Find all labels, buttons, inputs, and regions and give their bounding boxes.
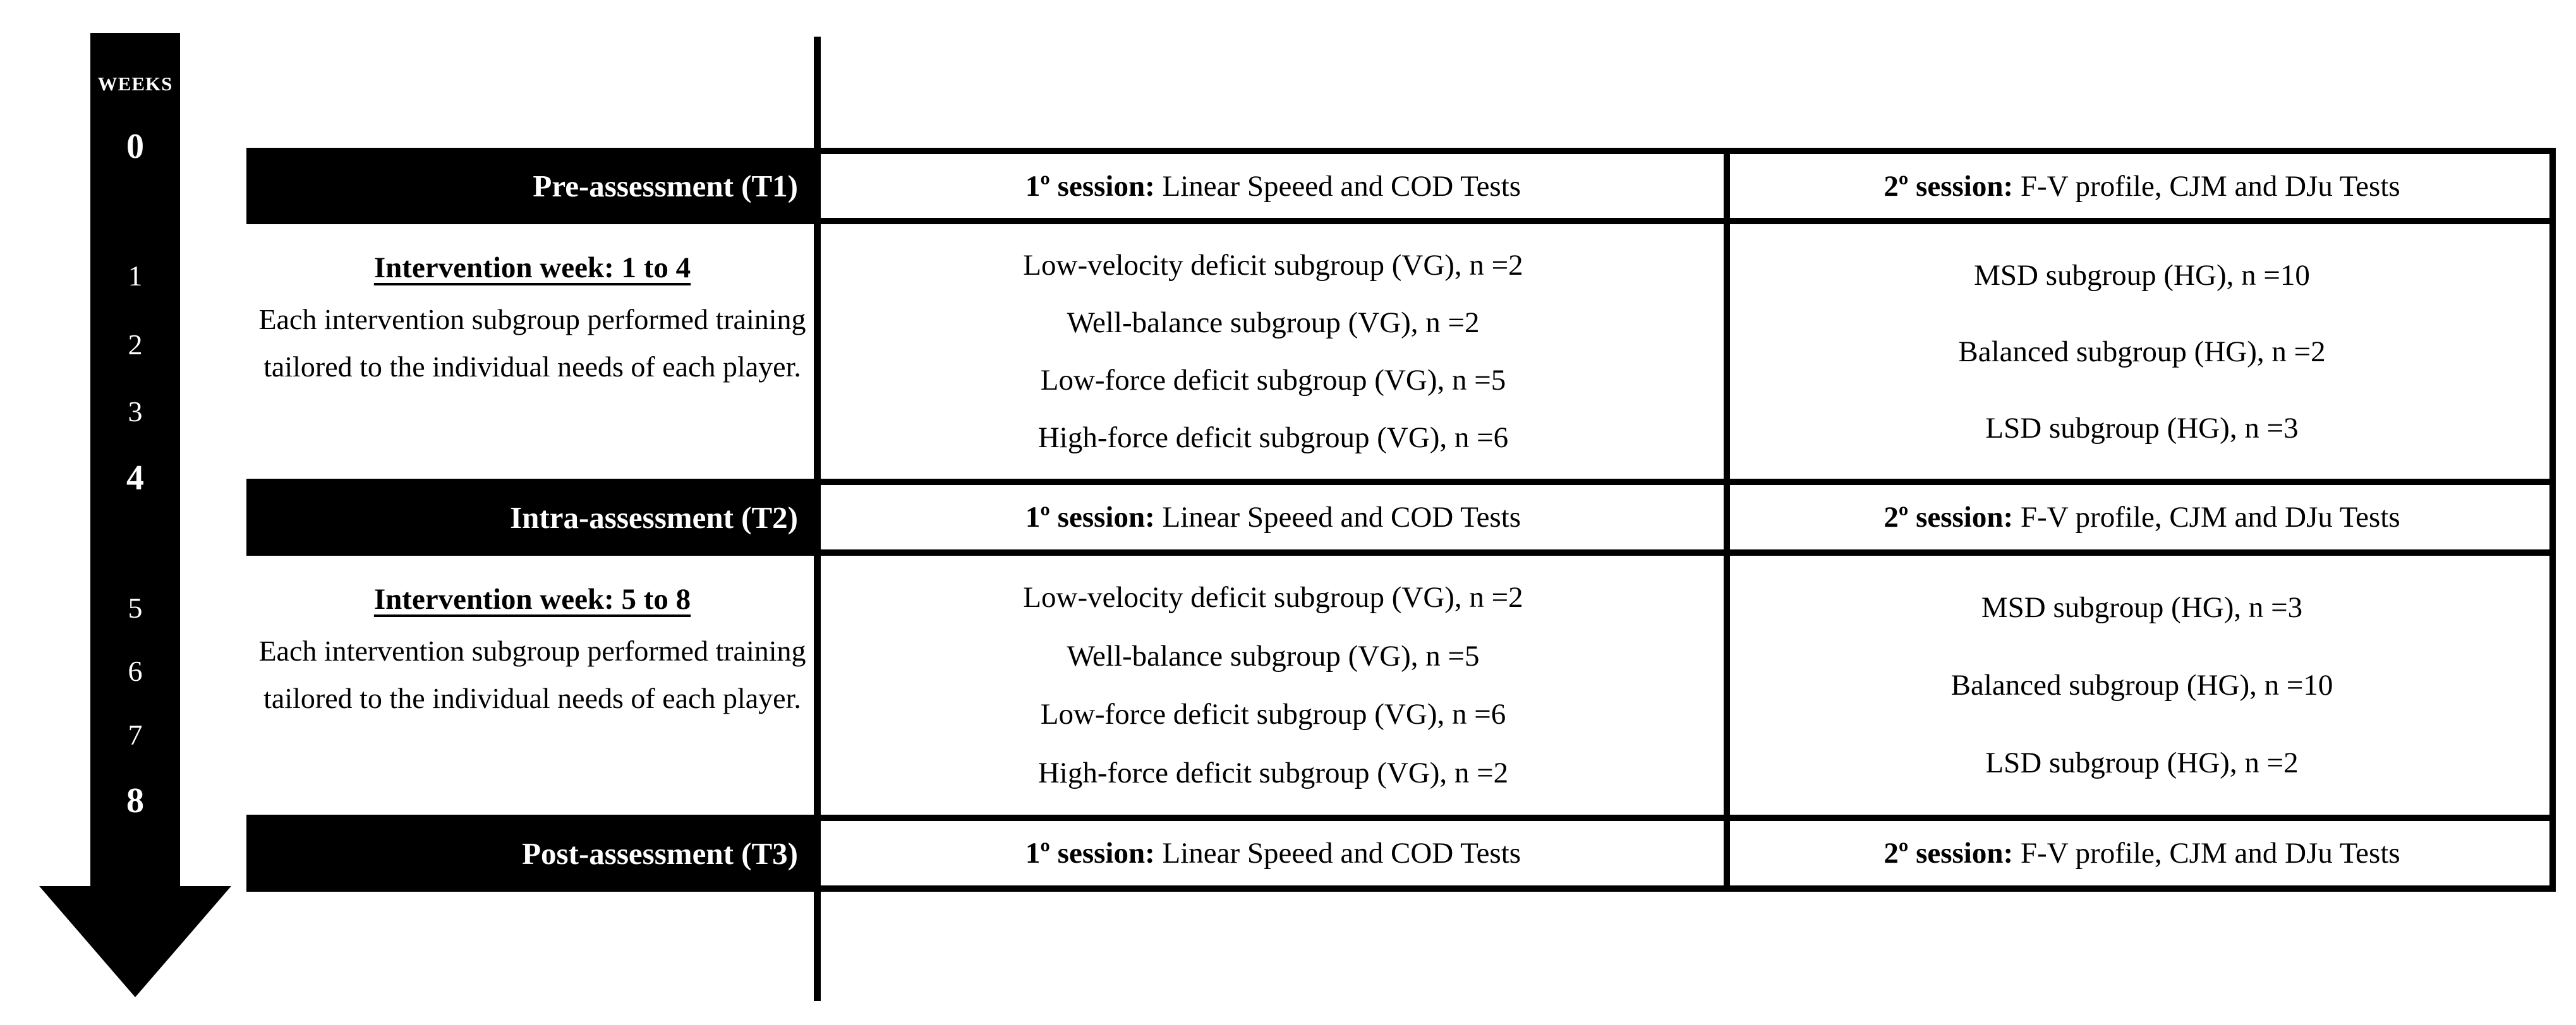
session-1-label: 1º session:: [1025, 837, 1155, 870]
session-2-label: 2º session:: [1884, 169, 2014, 203]
vg-subgroup-line: Well-balance subgroup (VG), n =5: [1067, 639, 1480, 673]
column-divider-line: [1724, 148, 1730, 892]
session-1-label: 1º session:: [1025, 501, 1155, 534]
assessment-row-t2: Intra-assessment (T2) 1º session: Linear…: [246, 479, 2556, 556]
intervention-1-vg-cell: Low-velocity deficit subgroup (VG), n =2…: [818, 224, 1728, 479]
assessment-label-t1: Pre-assessment (T1): [246, 154, 818, 218]
week-number-3: 3: [128, 395, 143, 428]
hg-subgroup-line: MSD subgroup (HG), n =3: [1981, 590, 2303, 624]
week-number-1: 1: [128, 260, 143, 292]
intervention-1-hg-cell: MSD subgroup (HG), n =10 Balanced subgro…: [1728, 224, 2556, 479]
session-2-label: 2º session:: [1884, 837, 2014, 870]
vg-subgroup-line: High-force deficit subgroup (VG), n =2: [1037, 756, 1509, 789]
intervention-2-title: Intervention week: 5 to 8: [373, 583, 691, 616]
intervention-1-label-cell: Intervention week: 1 to 4 Each intervent…: [246, 224, 818, 479]
session-2-label: 2º session:: [1884, 501, 2014, 534]
week-number-2: 2: [128, 328, 143, 361]
assessment-row-t1: Pre-assessment (T1) 1º session: Linear S…: [246, 148, 2556, 224]
week-number-5: 5: [128, 592, 143, 624]
session-2-description: F-V profile, CJM and DJu Tests: [2013, 501, 2400, 534]
assessment-label-text: Post-assessment (T3): [522, 836, 798, 871]
intervention-2-vg-cell: Low-velocity deficit subgroup (VG), n =2…: [818, 556, 1728, 815]
week-number-4: 4: [126, 459, 144, 498]
session-1-cell-t1: 1º session: Linear Speeed and COD Tests: [818, 154, 1728, 218]
session-1-cell-t2: 1º session: Linear Speeed and COD Tests: [818, 485, 1728, 549]
assessment-label-t3: Post-assessment (T3): [246, 821, 818, 885]
intervention-2-hg-cell: MSD subgroup (HG), n =3 Balanced subgrou…: [1728, 556, 2556, 815]
hg-subgroup-line: LSD subgroup (HG), n =2: [1985, 746, 2299, 780]
assessment-label-text: Intra-assessment (T2): [510, 500, 798, 535]
session-1-text: 1º session: Linear Speeed and COD Tests: [1025, 500, 1521, 534]
intervention-1-title: Intervention week: 1 to 4: [373, 251, 691, 284]
session-2-cell-t3: 2º session: F-V profile, CJM and DJu Tes…: [1728, 821, 2556, 885]
weeks-axis-label: WEEKS: [97, 73, 173, 95]
session-2-description: F-V profile, CJM and DJu Tests: [2013, 169, 2400, 203]
session-1-text: 1º session: Linear Speeed and COD Tests: [1025, 836, 1521, 870]
hg-subgroup-line: Balanced subgroup (HG), n =2: [1958, 335, 2326, 368]
session-1-description: Linear Speeed and COD Tests: [1154, 169, 1521, 203]
table-right-border-line: [2549, 148, 2556, 892]
intervention-row-2: Intervention week: 5 to 8 Each intervent…: [246, 556, 2556, 815]
assessment-label-text: Pre-assessment (T1): [533, 169, 798, 203]
hg-subgroup-line: Balanced subgroup (HG), n =10: [1950, 668, 2333, 702]
session-2-cell-t1: 2º session: F-V profile, CJM and DJu Tes…: [1728, 154, 2556, 218]
week-number-8: 8: [126, 781, 144, 820]
weeks-arrow-head-icon: [39, 886, 231, 997]
week-number-7: 7: [128, 719, 143, 751]
intervention-row-1: Intervention week: 1 to 4 Each intervent…: [246, 224, 2556, 479]
assessment-row-t3: Post-assessment (T3) 1º session: Linear …: [246, 815, 2556, 892]
hg-subgroup-line: MSD subgroup (HG), n =10: [1974, 258, 2310, 292]
intervention-2-body: Each intervention subgroup performed tra…: [258, 635, 806, 714]
session-2-description: F-V profile, CJM and DJu Tests: [2013, 837, 2400, 870]
vg-subgroup-line: High-force deficit subgroup (VG), n =6: [1037, 421, 1509, 454]
week-number-6: 6: [128, 655, 143, 687]
vg-subgroup-line: Well-balance subgroup (VG), n =2: [1067, 306, 1480, 340]
vg-subgroup-line: Low-velocity deficit subgroup (VG), n =2: [1023, 249, 1523, 282]
session-1-description: Linear Speeed and COD Tests: [1154, 501, 1521, 534]
session-1-label: 1º session:: [1025, 169, 1155, 203]
session-2-text: 2º session: F-V profile, CJM and DJu Tes…: [1884, 169, 2400, 203]
session-2-text: 2º session: F-V profile, CJM and DJu Tes…: [1884, 836, 2400, 870]
intervention-2-label-cell: Intervention week: 5 to 8 Each intervent…: [246, 556, 818, 815]
intervention-1-body: Each intervention subgroup performed tra…: [258, 303, 806, 383]
vg-subgroup-line: Low-velocity deficit subgroup (VG), n =2: [1023, 581, 1523, 614]
week-number-0: 0: [126, 127, 144, 166]
session-2-text: 2º session: F-V profile, CJM and DJu Tes…: [1884, 500, 2400, 534]
timeline-divider-line: [814, 37, 821, 1001]
vg-subgroup-line: Low-force deficit subgroup (VG), n =5: [1040, 363, 1506, 397]
session-1-description: Linear Speeed and COD Tests: [1154, 837, 1521, 870]
hg-subgroup-line: LSD subgroup (HG), n =3: [1985, 411, 2299, 445]
session-2-cell-t2: 2º session: F-V profile, CJM and DJu Tes…: [1728, 485, 2556, 549]
weeks-arrow-shaft: [90, 33, 180, 886]
vg-subgroup-line: Low-force deficit subgroup (VG), n =6: [1040, 698, 1506, 731]
session-1-text: 1º session: Linear Speeed and COD Tests: [1025, 169, 1521, 203]
session-1-cell-t3: 1º session: Linear Speeed and COD Tests: [818, 821, 1728, 885]
assessment-label-t2: Intra-assessment (T2): [246, 485, 818, 549]
